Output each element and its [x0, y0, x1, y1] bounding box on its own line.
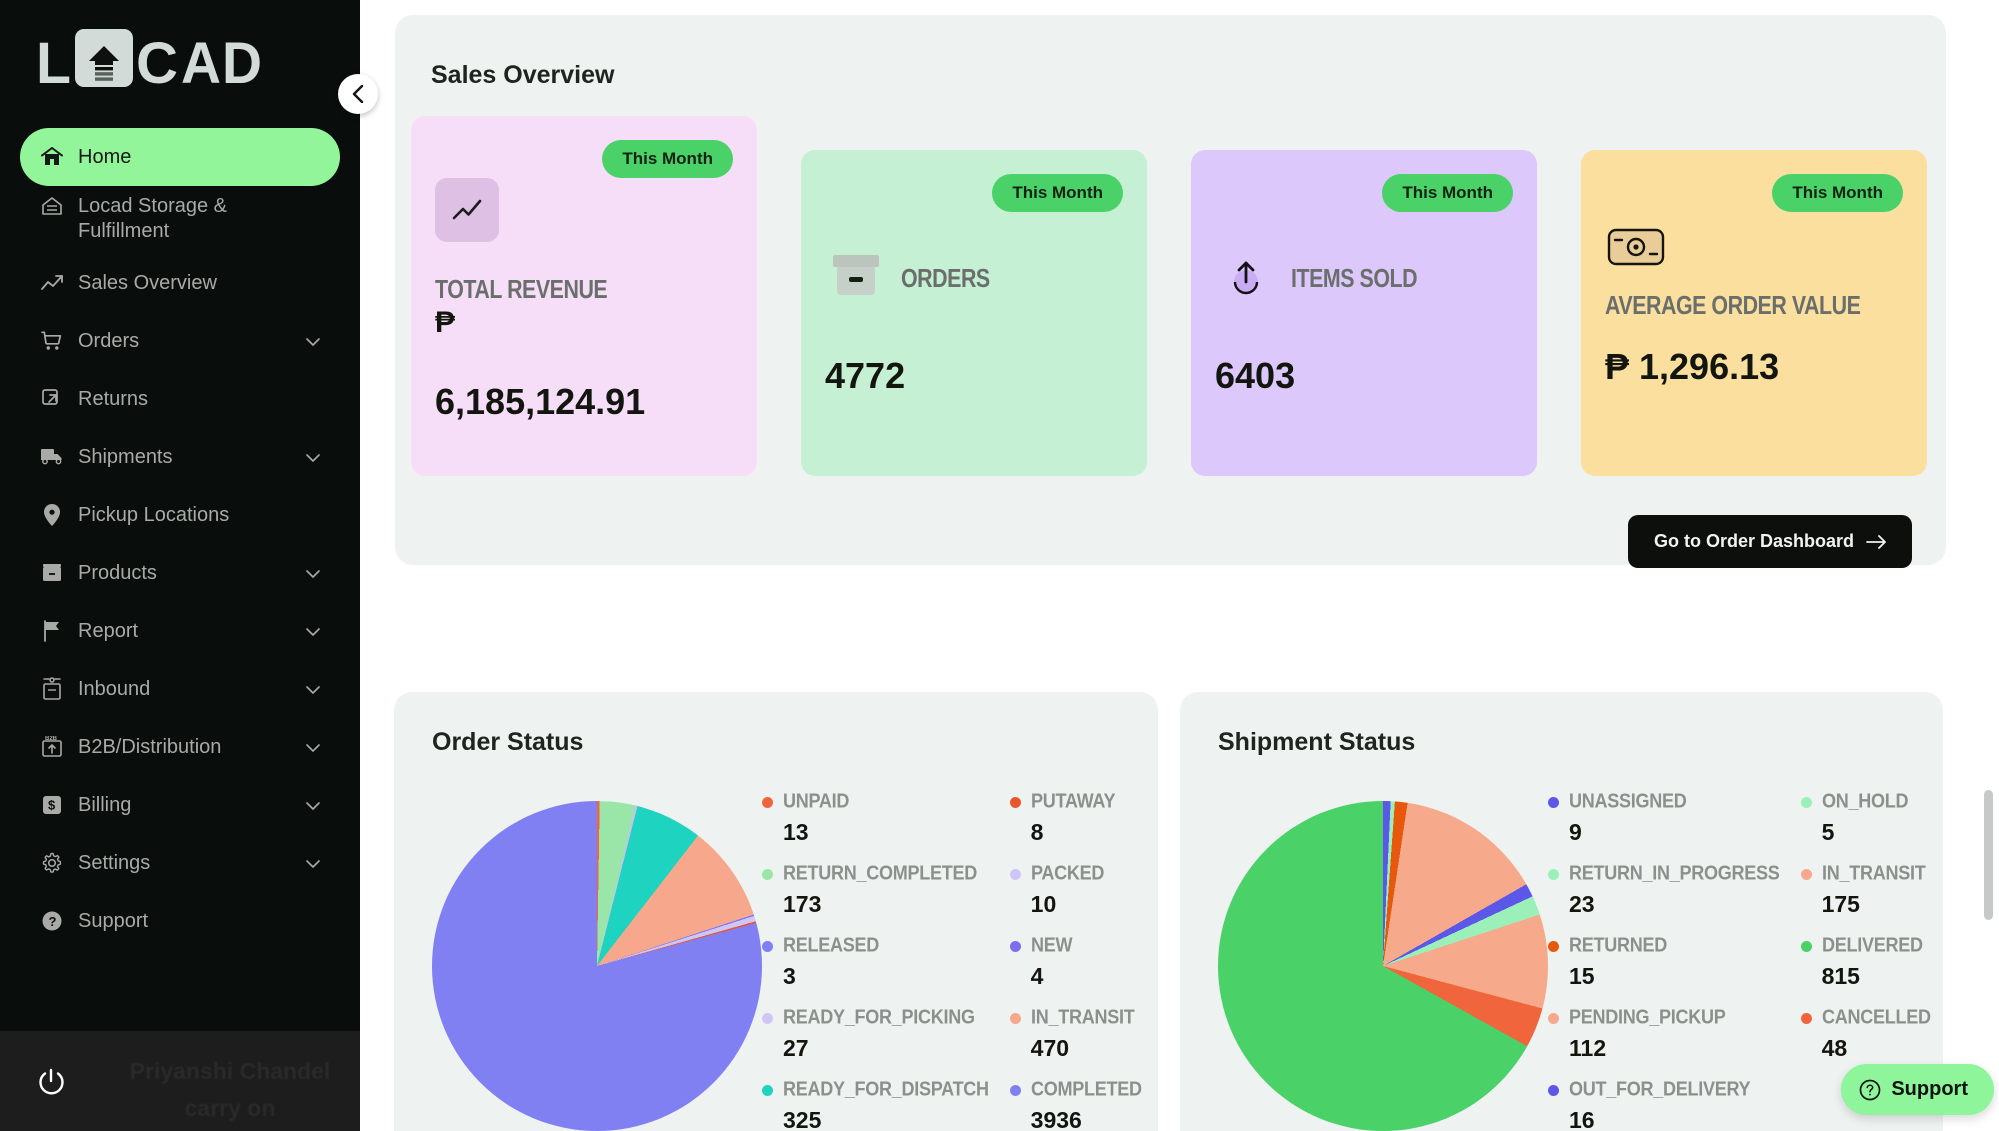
- svg-text:$: $: [48, 798, 56, 813]
- svg-text:A: A: [181, 31, 221, 90]
- svg-text:C: C: [136, 31, 178, 90]
- svg-text:D: D: [222, 31, 262, 90]
- svg-text:B2B: B2B: [45, 736, 58, 742]
- svg-text:?: ?: [49, 914, 57, 929]
- svg-text:L: L: [36, 31, 71, 90]
